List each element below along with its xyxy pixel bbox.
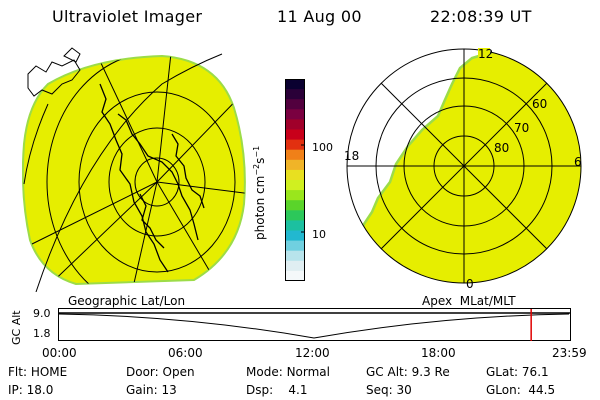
- colorbar-band: [285, 79, 305, 90]
- apex-panel-label: Apex MLat/MLT: [422, 294, 516, 308]
- mlt-label-12: 12: [478, 48, 493, 61]
- app-title: Ultraviolet Imager: [52, 7, 203, 26]
- mlat-label-70: 70: [514, 121, 529, 135]
- geographic-panel-label: Geographic Lat/Lon: [68, 294, 186, 308]
- colorbar-band: [285, 109, 305, 120]
- colorbar-band: [285, 190, 305, 201]
- colorbar-band: [285, 240, 305, 252]
- status-dsp: Dsp: 4.1: [246, 383, 308, 397]
- colorbar-band: [285, 230, 305, 242]
- status-ip: IP: 18.0: [8, 383, 54, 397]
- intensity-colorbar: [285, 79, 305, 281]
- colorbar-band: [285, 260, 305, 272]
- observation-date: 11 Aug 00: [277, 7, 362, 26]
- status-mode: Mode: Normal: [246, 365, 330, 379]
- colorbar-band: [285, 220, 305, 231]
- orbit-altitude-timeline: [58, 308, 571, 341]
- mlat-label-80: 80: [494, 141, 509, 155]
- colorbar-unit-label: photon cm−2s−1: [252, 145, 267, 240]
- time-tick-1200: 12:00: [295, 346, 330, 360]
- colorbar-band: [285, 250, 305, 262]
- colorbar-band: [285, 169, 305, 181]
- status-glon: GLon: 44.5: [486, 383, 556, 397]
- colorbar-border: [285, 79, 305, 281]
- time-tick-0000: 00:00: [42, 346, 77, 360]
- colorbar-band: [285, 99, 305, 110]
- status-gain: Gain: 13: [126, 383, 177, 397]
- mlt-label-18: 18: [344, 149, 359, 163]
- colorbar-band: [285, 89, 305, 100]
- colorbar-band: [285, 159, 305, 171]
- time-tick-0600: 06:00: [168, 346, 203, 360]
- status-flight: Flt: HOME: [8, 365, 68, 379]
- time-tick-1800: 18:00: [421, 346, 456, 360]
- gc-alt-max-tick: 9.0: [33, 307, 51, 320]
- observation-time: 22:08:39 UT: [430, 7, 532, 26]
- colorbar-tick-100: 100: [312, 141, 333, 154]
- uv-image-fill: [22, 54, 246, 286]
- status-glat: GLat: 76.1: [486, 365, 549, 379]
- colorbar-band: [285, 139, 305, 151]
- colorbar-band: [285, 270, 305, 281]
- colorbar-tick-10: 10: [312, 228, 326, 241]
- colorbar-band: [285, 180, 305, 191]
- time-tick-2359: 23:59: [552, 346, 587, 360]
- gc-alt-min-tick: 1.8: [33, 327, 51, 340]
- gc-alt-axis-label: GC Alt: [10, 310, 23, 345]
- geographic-image-panel: [22, 47, 246, 292]
- mlt-label-0: 0: [466, 277, 474, 291]
- colorbar-band: [285, 200, 305, 211]
- polar-image-panel: 12 18 6 0 60 70 80: [344, 48, 582, 291]
- mlat-label-60: 60: [532, 97, 547, 111]
- status-door: Door: Open: [126, 365, 195, 379]
- mlt-label-6: 6: [574, 155, 582, 169]
- status-seq: Seq: 30: [366, 383, 412, 397]
- colorbar-band: [285, 129, 305, 141]
- status-gc-alt: GC Alt: 9.3 Re: [366, 365, 450, 379]
- colorbar-band: [285, 119, 305, 130]
- colorbar-band: [285, 210, 305, 221]
- colorbar-band: [285, 149, 305, 161]
